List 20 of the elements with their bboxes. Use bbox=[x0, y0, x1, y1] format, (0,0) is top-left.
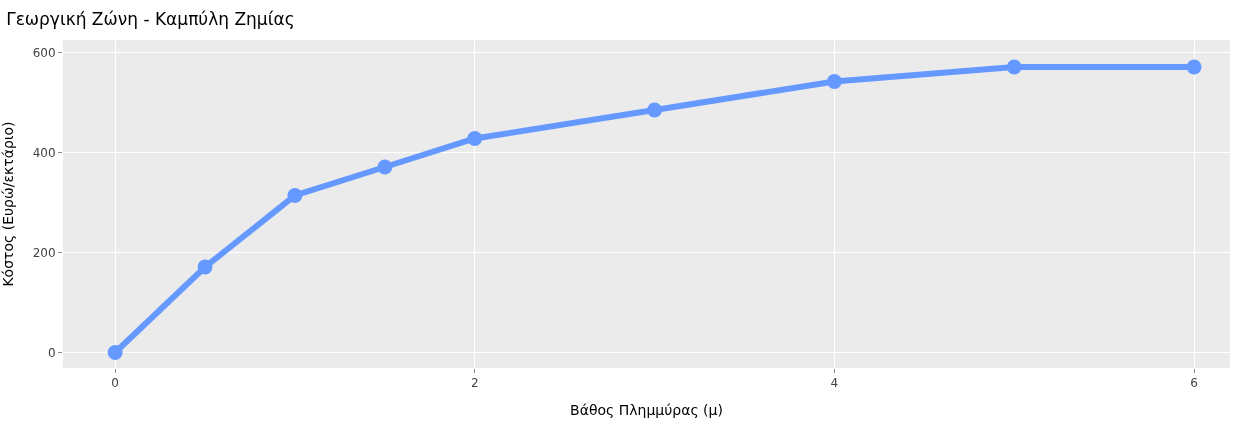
point bbox=[197, 259, 213, 275]
x-tick-label: 0 bbox=[111, 376, 119, 391]
x-tick-label: 4 bbox=[830, 376, 839, 391]
y-tick-label: 600 bbox=[32, 45, 56, 60]
x-axis-title: Βάθος Πλημμύρας (μ) bbox=[570, 401, 723, 418]
point bbox=[287, 188, 303, 203]
x-tick-label: 2 bbox=[470, 376, 479, 391]
point bbox=[377, 159, 393, 175]
x-tick-label: 6 bbox=[1190, 376, 1198, 391]
y-tick-label: 0 bbox=[47, 345, 56, 360]
point bbox=[647, 102, 663, 118]
y-tick-label: 200 bbox=[32, 245, 56, 260]
point bbox=[107, 345, 123, 360]
point bbox=[1186, 59, 1202, 75]
chart-title: Γεωργική Ζώνη - Καμπύλη Ζημίας bbox=[6, 8, 295, 29]
point bbox=[826, 74, 842, 89]
y-axis-title: Κόστος (Ευρώ/εκτάριο) bbox=[0, 121, 17, 287]
y-tick-label: 400 bbox=[32, 145, 56, 160]
point bbox=[467, 131, 483, 146]
point bbox=[1006, 59, 1022, 75]
